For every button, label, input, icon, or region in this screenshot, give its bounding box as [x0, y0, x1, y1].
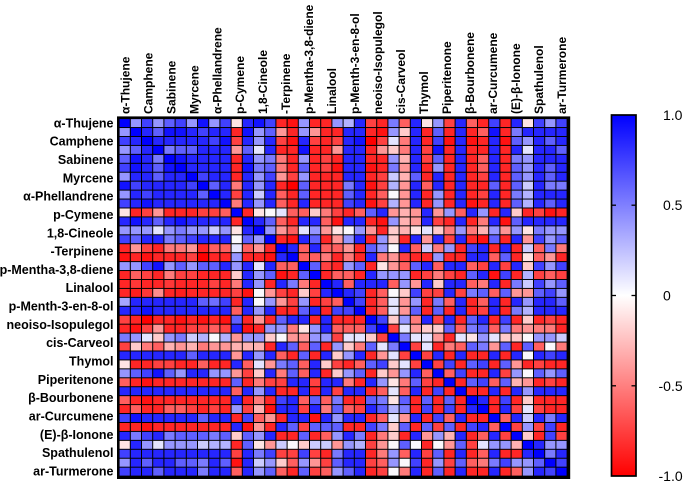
svg-text:α-Phellandrene: α-Phellandrene [23, 190, 113, 204]
svg-text:-Terpinene: -Terpinene [51, 245, 114, 259]
svg-text:1,8-Cineole: 1,8-Cineole [47, 226, 114, 240]
svg-text:Piperitenone: Piperitenone [38, 373, 114, 387]
svg-text:α-Phellandrene: α-Phellandrene [210, 27, 224, 114]
svg-text:Linalool: Linalool [66, 281, 114, 295]
svg-text:Sabinene: Sabinene [164, 60, 178, 114]
svg-text:ar-Curcumene: ar-Curcumene [29, 410, 114, 424]
svg-text:Camphene: Camphene [50, 135, 114, 149]
svg-text:p-Menth-3-en-8-ol: p-Menth-3-en-8-ol [348, 13, 362, 114]
svg-text:p-Cymene: p-Cymene [233, 56, 247, 114]
svg-text:Linalool: Linalool [325, 68, 339, 114]
svg-text:0: 0 [663, 288, 671, 304]
svg-text:(E)-β-Ionone: (E)-β-Ionone [40, 428, 114, 442]
svg-text:Myrcene: Myrcene [187, 65, 201, 114]
svg-text:α-Thujene: α-Thujene [118, 56, 132, 114]
svg-text:Piperitenone: Piperitenone [440, 41, 454, 114]
svg-text:1,8-Cineole: 1,8-Cineole [256, 50, 270, 114]
svg-text:p-Mentha-3,8-diene: p-Mentha-3,8-diene [0, 263, 114, 277]
svg-text:Thymol: Thymol [69, 355, 113, 369]
svg-text:-0.5: -0.5 [659, 378, 683, 394]
svg-text:α-Thujene: α-Thujene [54, 116, 114, 130]
svg-text:ar-Turmerone: ar-Turmerone [555, 37, 569, 114]
svg-text:Spathulenol: Spathulenol [42, 446, 114, 460]
svg-text:p-Cymene: p-Cymene [53, 208, 113, 222]
svg-text:p-Menth-3-en-8-ol: p-Menth-3-en-8-ol [9, 300, 114, 314]
svg-text:Camphene: Camphene [141, 52, 155, 114]
svg-text:cis-Carveol: cis-Carveol [46, 336, 113, 350]
svg-text:β-Bourbonene: β-Bourbonene [28, 391, 113, 405]
svg-text:Thymol: Thymol [417, 71, 431, 114]
svg-text:ar-Curcumene: ar-Curcumene [486, 32, 500, 114]
svg-text:β-Bourbonene: β-Bourbonene [463, 32, 477, 114]
svg-text:neoiso-Isopulegol: neoiso-Isopulegol [371, 11, 385, 114]
svg-text:Sabinene: Sabinene [58, 153, 114, 167]
svg-text:Spathulenol: Spathulenol [532, 45, 546, 114]
svg-text:(E)-β-Ionone: (E)-β-Ionone [509, 43, 523, 114]
svg-text:1.0: 1.0 [663, 107, 683, 123]
svg-text:p-Mentha-3,8-diene: p-Mentha-3,8-diene [302, 4, 316, 114]
svg-text:-1.0: -1.0 [659, 468, 683, 482]
svg-text:0.5: 0.5 [663, 197, 683, 213]
svg-text:-Terpinene: -Terpinene [279, 53, 293, 114]
svg-text:cis-Carveol: cis-Carveol [394, 49, 408, 114]
svg-text:Myrcene: Myrcene [63, 171, 114, 185]
svg-text:neoiso-Isopulegol: neoiso-Isopulegol [7, 318, 114, 332]
svg-text:ar-Turmerone: ar-Turmerone [33, 465, 113, 479]
